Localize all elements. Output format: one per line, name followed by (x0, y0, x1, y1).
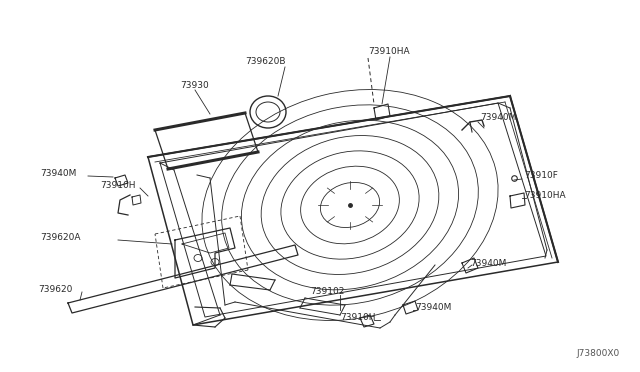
Text: 73910F: 73910F (524, 171, 558, 180)
Text: 73910H: 73910H (100, 182, 136, 190)
Text: 73910HA: 73910HA (524, 190, 566, 199)
Text: 73930: 73930 (180, 80, 209, 90)
Text: 73940M: 73940M (470, 259, 506, 267)
Text: 73910H: 73910H (340, 314, 376, 323)
Text: 739620: 739620 (38, 285, 72, 295)
Text: 73940M: 73940M (415, 304, 451, 312)
Text: 73940M: 73940M (480, 113, 516, 122)
Text: 739620A: 739620A (40, 232, 81, 241)
Text: 73910HA: 73910HA (368, 48, 410, 57)
Text: 739620B: 739620B (244, 58, 285, 67)
Text: 73940M: 73940M (40, 169, 76, 177)
Text: J73800X0: J73800X0 (577, 349, 620, 358)
Text: 739102: 739102 (310, 288, 344, 296)
